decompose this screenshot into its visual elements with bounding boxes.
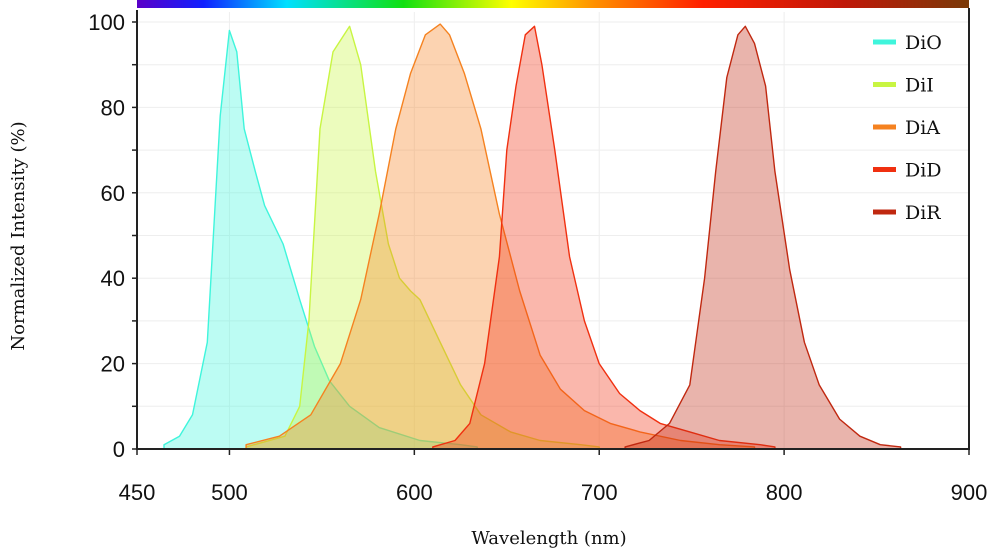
legend-label-dia: DiA: [905, 117, 940, 139]
legend-label-dio: DiO: [905, 32, 942, 54]
x-tick-label: 600: [396, 480, 433, 505]
y-tick-label: 0: [113, 437, 125, 462]
y-tick-label: 100: [88, 10, 125, 35]
y-axis-label: Normalized Intensity (%): [8, 121, 29, 350]
x-tick-label: 900: [951, 480, 988, 505]
y-tick-label: 40: [101, 266, 125, 291]
legend: DiO DiI DiA DiD DiR: [873, 32, 942, 224]
x-tick-label: 500: [211, 480, 248, 505]
series-area-dio: [163, 29, 478, 450]
legend-label-dir: DiR: [905, 202, 941, 224]
series-area-did: [432, 25, 776, 450]
tick-labels: 0 20 40 60 80 100 450 500 600 700 800 900: [88, 10, 987, 505]
x-tick-label: 800: [766, 480, 803, 505]
x-tick-label: 700: [581, 480, 618, 505]
series-areas: [163, 23, 902, 450]
y-tick-label: 80: [101, 95, 125, 120]
y-tick-label: 20: [101, 352, 125, 377]
legend-label-dii: DiI: [905, 75, 934, 97]
legend-label-did: DiD: [905, 160, 942, 182]
x-axis-label: Wavelength (nm): [471, 528, 626, 549]
series-area-dii: [245, 25, 600, 450]
axes: [132, 8, 970, 455]
spectrum-bar: [137, 0, 969, 8]
y-tick-label: 60: [101, 181, 125, 206]
x-tick-label: 450: [119, 480, 156, 505]
series-area-dir: [624, 25, 902, 450]
